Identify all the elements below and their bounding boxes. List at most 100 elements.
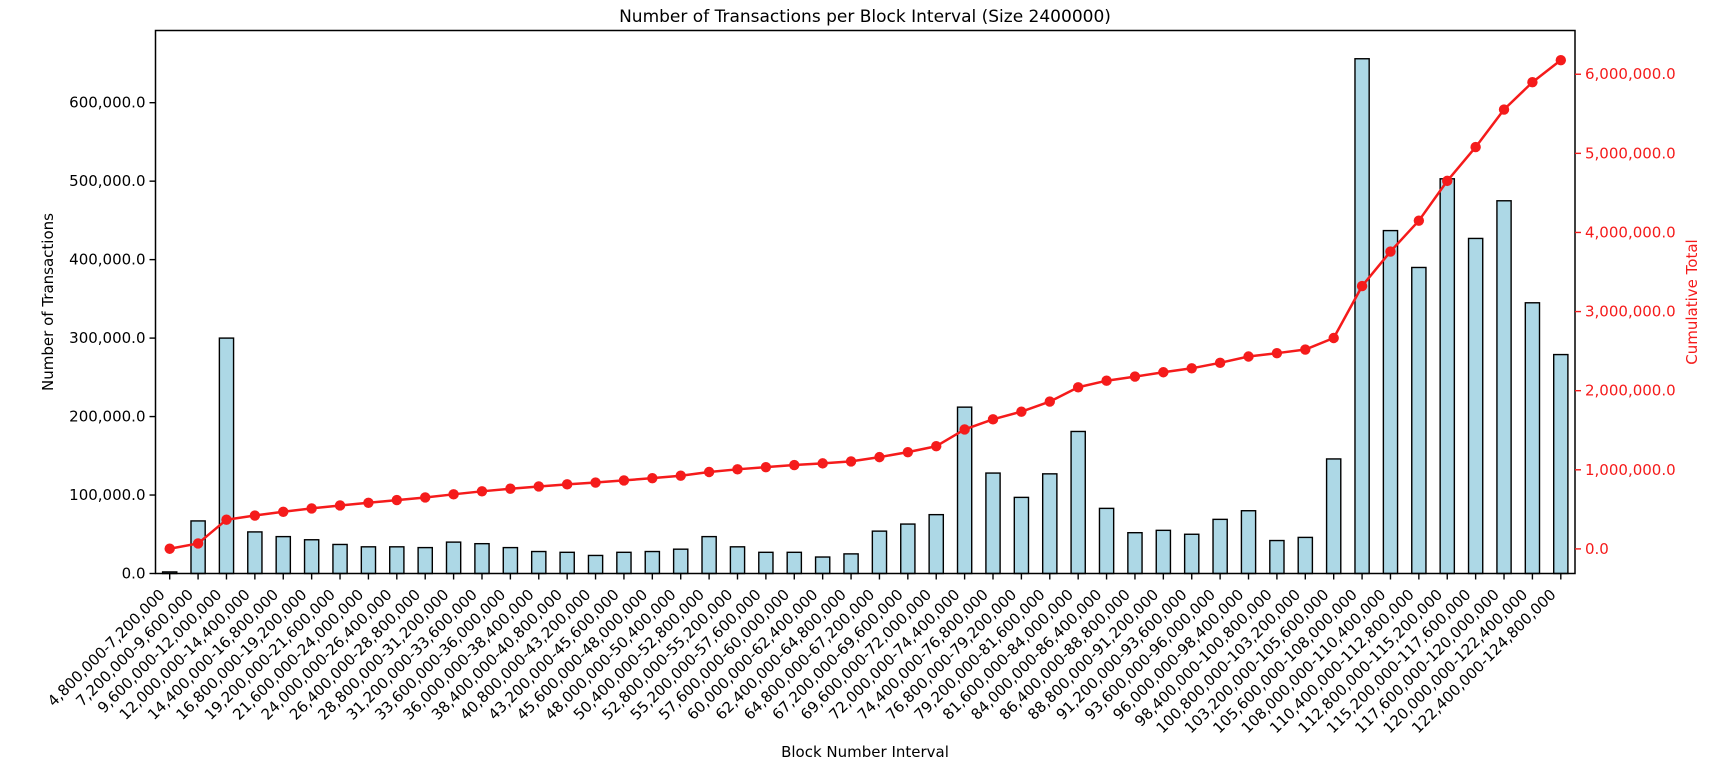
cumulative-point <box>675 470 686 481</box>
cumulative-point <box>760 461 772 473</box>
cumulative-point <box>874 451 885 463</box>
bar <box>758 551 774 575</box>
right-tick-label: 6,000,000.0 <box>1585 65 1676 83</box>
bar <box>1297 536 1314 575</box>
x-axis-label: Block Number Interval <box>781 743 949 761</box>
cumulative-point <box>1413 215 1425 226</box>
cumulative-point <box>192 538 204 549</box>
bar <box>814 556 831 575</box>
bar <box>871 530 888 575</box>
cumulative-point <box>1271 347 1283 359</box>
bar <box>445 541 462 575</box>
cumulative-point <box>1527 77 1538 88</box>
right-tick-label: 5,000,000.0 <box>1585 144 1676 162</box>
cumulative-point <box>1300 344 1311 355</box>
bar <box>1070 430 1086 575</box>
bar <box>1041 473 1058 575</box>
cumulative-point <box>1214 357 1226 369</box>
cumulative-point <box>1555 54 1567 66</box>
cumulative-point <box>1186 363 1197 374</box>
left-tick-label: 300,000.0 <box>69 329 145 347</box>
bar <box>247 531 263 575</box>
bar <box>843 553 859 575</box>
bar <box>1098 507 1115 575</box>
bar <box>1240 510 1257 575</box>
right-tick-label: 1,000,000.0 <box>1585 461 1676 479</box>
bar <box>729 546 746 575</box>
cumulative-point <box>1442 175 1453 187</box>
cumulative-point <box>845 456 857 467</box>
left-tick-label: 500,000.0 <box>69 172 145 190</box>
cumulative-point <box>1385 246 1396 257</box>
cumulative-point <box>1498 104 1510 115</box>
bar <box>559 551 575 575</box>
cumulative-point <box>959 424 970 435</box>
cumulative-point <box>164 543 175 554</box>
cumulative-point <box>1129 371 1141 382</box>
cumulative-point <box>1470 141 1481 153</box>
cumulative-point <box>221 514 232 525</box>
left-tick-label: 400,000.0 <box>69 251 145 269</box>
bar <box>900 523 916 575</box>
right-tick-label: 3,000,000.0 <box>1585 303 1676 321</box>
cumulative-point <box>505 483 516 494</box>
cumulative-point <box>1328 332 1339 344</box>
left-tick-label: 200,000.0 <box>69 408 145 426</box>
bar <box>1155 529 1172 575</box>
axes-box <box>154 29 1576 575</box>
cumulative-point <box>1072 382 1084 393</box>
right-y-axis-label: Cumulative Total <box>1683 239 1701 364</box>
cumulative-point <box>703 466 715 478</box>
bar <box>417 546 434 575</box>
cumulative-point <box>561 479 573 490</box>
cumulative-point <box>448 489 459 500</box>
bar <box>985 472 1001 575</box>
bar <box>1354 58 1370 575</box>
right-tick-label: 4,000,000.0 <box>1585 223 1676 241</box>
left-tick-label: 100,000.0 <box>69 486 145 504</box>
bar <box>474 542 490 575</box>
bar <box>644 550 661 575</box>
cumulative-point <box>1101 375 1112 386</box>
bar <box>389 546 405 575</box>
bar <box>1467 237 1484 575</box>
cumulative-point <box>476 486 488 497</box>
bar <box>218 337 235 575</box>
bar <box>502 546 519 575</box>
cumulative-point <box>306 503 317 514</box>
cumulative-point <box>1016 406 1027 417</box>
bar <box>672 548 689 575</box>
bar <box>1411 266 1427 575</box>
bar <box>275 535 292 575</box>
bar <box>928 513 945 575</box>
bar <box>1439 178 1456 575</box>
left-y-axis-label: Number of Transactions <box>39 213 57 391</box>
cumulative-point <box>533 481 544 492</box>
bar <box>1325 458 1342 575</box>
cumulative-point <box>987 414 999 425</box>
bar <box>1183 533 1200 575</box>
cumulative-point <box>278 506 289 517</box>
chart-title: Number of Transactions per Block Interva… <box>619 7 1111 27</box>
bar <box>1212 518 1228 575</box>
cumulative-point <box>789 459 800 471</box>
bar <box>1382 229 1399 575</box>
bar <box>530 550 547 575</box>
bar <box>1269 539 1285 575</box>
bar <box>1496 200 1512 575</box>
cumulative-point <box>420 492 431 503</box>
bar <box>786 551 803 575</box>
left-tick-label: 600,000.0 <box>69 94 145 112</box>
bar <box>616 551 632 575</box>
bar <box>701 535 717 575</box>
bar <box>303 539 320 575</box>
cumulative-point <box>1044 396 1055 407</box>
cumulative-point <box>1158 367 1169 378</box>
cumulative-point <box>1356 280 1368 292</box>
bar <box>587 554 604 575</box>
bar <box>332 543 348 575</box>
right-tick-label: 2,000,000.0 <box>1585 382 1676 400</box>
cumulative-point <box>391 494 403 506</box>
